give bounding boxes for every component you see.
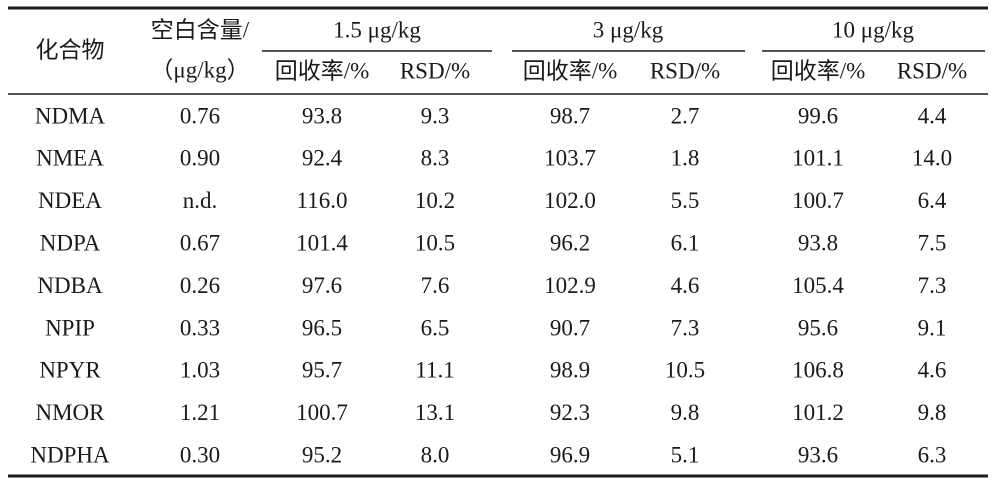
row-label: NDEA: [38, 188, 102, 213]
cell: 116.0: [297, 188, 348, 213]
subheader: 回收率/%: [523, 58, 618, 83]
cell: 8.3: [421, 146, 450, 171]
row-label: NMEA: [36, 146, 104, 171]
group-header: 3 μg/kg: [593, 17, 664, 42]
cell: 96.2: [550, 230, 590, 255]
cell: 100.7: [792, 188, 844, 213]
cell: 95.7: [302, 358, 342, 383]
subheader: RSD/%: [400, 58, 470, 83]
cell: 13.1: [415, 400, 455, 425]
row-label: NMOR: [35, 400, 105, 425]
cell: 101.1: [792, 146, 844, 171]
subheader: 回收率/%: [275, 58, 370, 83]
cell: 101.4: [296, 230, 348, 255]
cell: 96.9: [550, 442, 590, 467]
cell: 7.5: [918, 230, 947, 255]
group-header: 10 μg/kg: [832, 17, 914, 42]
cell: 105.4: [792, 273, 844, 298]
cell: 6.1: [671, 230, 700, 255]
cell: 6.4: [918, 188, 947, 213]
cell: 9.8: [918, 400, 947, 425]
header-cell: （μg/kg）: [150, 57, 249, 82]
cell: 7.3: [671, 315, 700, 340]
cell: 6.5: [421, 315, 450, 340]
cell: 100.7: [296, 400, 348, 425]
cell: 0.33: [180, 315, 220, 340]
cell: 101.2: [792, 400, 844, 425]
row-label: NPYR: [39, 358, 101, 383]
cell: 93.8: [798, 230, 838, 255]
cell: 11.1: [415, 358, 454, 383]
cell: 14.0: [912, 146, 952, 171]
cell: 1.21: [180, 400, 220, 425]
subheader: 回收率/%: [771, 58, 866, 83]
cell: 4.6: [671, 273, 700, 298]
subheader: RSD/%: [650, 58, 720, 83]
cell: 0.67: [180, 230, 220, 255]
group-header: 1.5 μg/kg: [333, 17, 421, 42]
cell: 6.3: [918, 442, 947, 467]
cell: 10.2: [415, 188, 455, 213]
cell: 92.4: [302, 146, 343, 171]
cell: 96.5: [302, 315, 342, 340]
cell: 97.6: [302, 273, 342, 298]
cell: 93.8: [302, 103, 342, 128]
cell: 0.26: [180, 273, 220, 298]
subheader: RSD/%: [897, 58, 967, 83]
cell: 0.30: [180, 442, 220, 467]
cell: 4.6: [918, 358, 947, 383]
cell: 10.5: [665, 358, 705, 383]
cell: 4.4: [918, 103, 947, 128]
row-label: NDMA: [35, 103, 106, 128]
cell: 5.5: [671, 188, 700, 213]
cell: 95.6: [798, 315, 838, 340]
header-cell: 化合物: [36, 37, 105, 62]
cell: 7.3: [918, 273, 947, 298]
cell: n.d.: [183, 188, 218, 213]
cell: 93.6: [798, 442, 838, 467]
cell: 102.0: [544, 188, 596, 213]
cell: 5.1: [671, 442, 700, 467]
row-label: NDPA: [40, 230, 101, 255]
cell: 90.7: [550, 315, 590, 340]
cell: 9.1: [918, 315, 947, 340]
cell: 9.3: [421, 103, 450, 128]
cell: 2.7: [671, 103, 700, 128]
cell: 10.5: [415, 230, 455, 255]
cell: 9.8: [671, 400, 700, 425]
cell: 8.0: [421, 442, 450, 467]
cell: 106.8: [792, 358, 844, 383]
cell: 1.03: [180, 358, 220, 383]
cell: 95.2: [302, 442, 342, 467]
cell: 0.90: [180, 146, 220, 171]
cell: 99.6: [798, 103, 838, 128]
cell: 102.9: [544, 273, 596, 298]
cell: 0.76: [180, 103, 220, 128]
cell: 1.8: [671, 146, 700, 171]
cell: 92.3: [550, 400, 590, 425]
row-label: NDBA: [37, 273, 103, 298]
row-label: NPIP: [45, 315, 95, 340]
row-label: NDPHA: [30, 442, 110, 467]
cell: 98.7: [550, 103, 590, 128]
cell: 7.6: [421, 273, 450, 298]
header-cell: 空白含量/: [151, 17, 250, 42]
cell: 103.7: [544, 146, 596, 171]
cell: 98.9: [550, 358, 590, 383]
